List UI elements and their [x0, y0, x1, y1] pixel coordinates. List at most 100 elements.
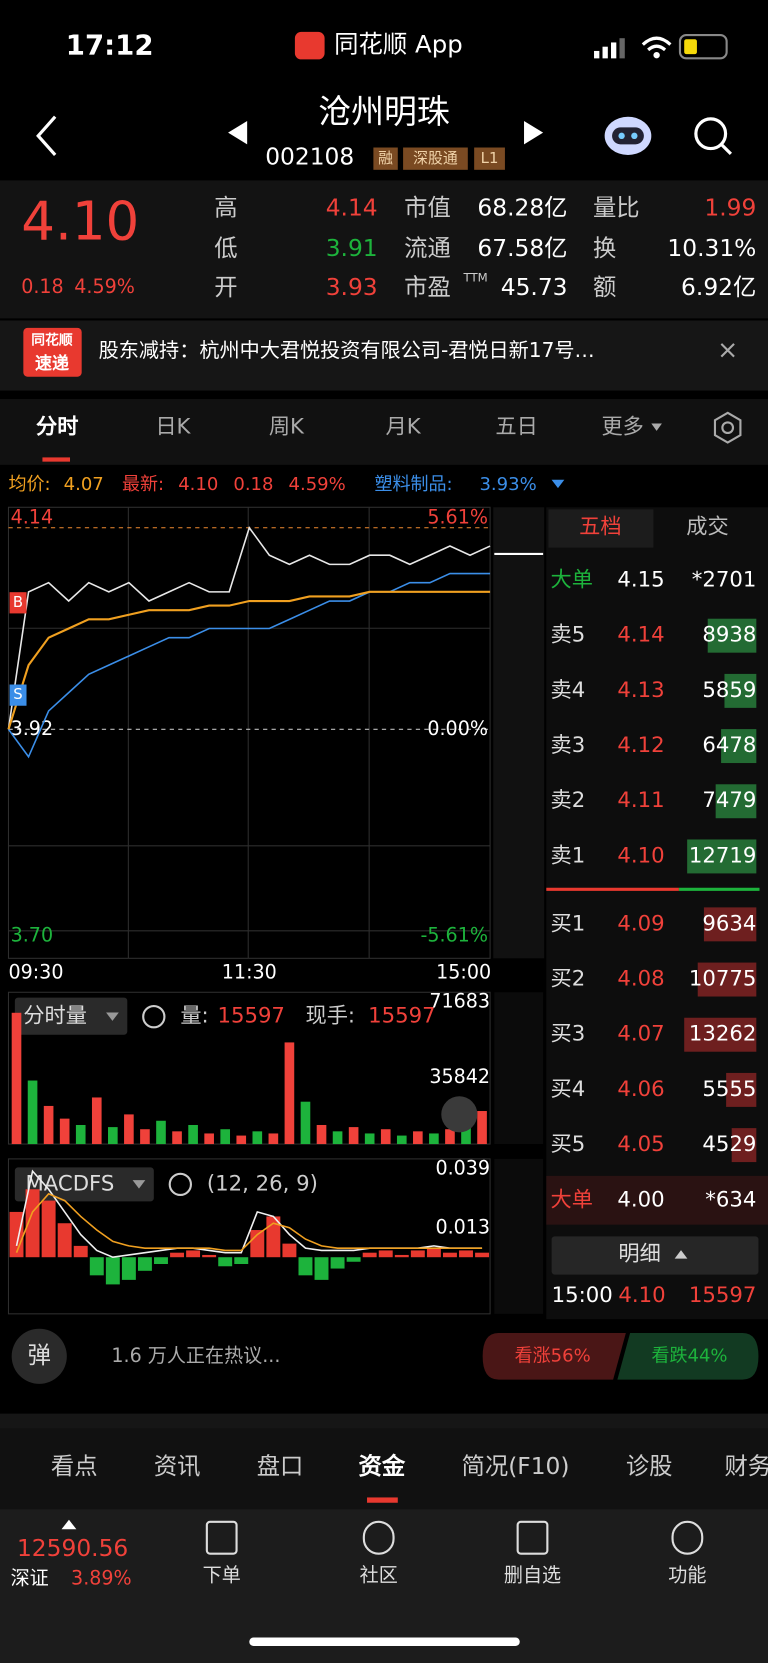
book-price: 4.07	[617, 1022, 664, 1047]
book-price: 4.10	[617, 843, 664, 868]
app-name: 同花顺 App	[334, 30, 463, 59]
macd-bar	[394, 1254, 409, 1258]
vote-down[interactable]: 看跌44%	[651, 1345, 727, 1366]
bottom-tab[interactable]: 资金	[359, 1452, 406, 1480]
robot-icon[interactable]	[604, 116, 652, 155]
macd-bar	[73, 1245, 88, 1258]
macd-bar	[250, 1230, 265, 1258]
footer-button[interactable]: 功能	[668, 1563, 706, 1586]
volume-help[interactable]	[142, 1005, 166, 1029]
expand-button[interactable]	[441, 1096, 478, 1133]
vote-up[interactable]: 看涨56%	[515, 1345, 591, 1366]
macd-bar	[25, 1189, 40, 1258]
stock-tag: L1	[481, 149, 499, 167]
macd-bar	[154, 1257, 168, 1265]
volume-bar	[204, 1133, 214, 1145]
volume-title-box[interactable]	[14, 997, 128, 1035]
volume-dropdown[interactable]	[106, 1012, 119, 1021]
chart-tab[interactable]: 分时	[36, 415, 78, 440]
news-bar[interactable]	[0, 320, 768, 391]
volume-tick-label: 35842	[429, 1065, 490, 1088]
book-qty-bar	[726, 1072, 757, 1107]
detail-box[interactable]	[551, 1236, 759, 1275]
back-button[interactable]	[36, 115, 57, 157]
book-qty-bar	[697, 962, 757, 997]
sector-pct[interactable]: 3.93%	[479, 474, 536, 495]
chart-tab[interactable]: 五日	[495, 415, 537, 440]
detail-label[interactable]: 明细	[618, 1241, 660, 1266]
separator	[0, 1413, 768, 1429]
index-pct[interactable]: 3.89%	[71, 1567, 132, 1590]
bottom-tab[interactable]: 看点	[51, 1452, 98, 1480]
news-close[interactable]	[720, 343, 735, 358]
search-icon[interactable]	[694, 117, 732, 156]
intraday-avg-line	[7, 590, 491, 730]
book-price: 4.14	[617, 623, 664, 648]
footer-icon[interactable]	[362, 1520, 395, 1555]
footer-button[interactable]: 社区	[360, 1563, 398, 1586]
stat-sup: TTM	[463, 271, 488, 285]
detail-arrow[interactable]	[674, 1250, 688, 1259]
index-name[interactable]: 深证	[11, 1567, 49, 1590]
volume-bar	[461, 1124, 471, 1145]
battery-icon	[678, 33, 728, 60]
discuss-text: 1.6 万人正在热议...	[111, 1344, 280, 1367]
chart-tab[interactable]: 周K	[269, 415, 305, 440]
chart-tab[interactable]: 日K	[155, 415, 191, 440]
footer-icon[interactable]	[671, 1520, 704, 1555]
clock: 17:12	[66, 29, 154, 62]
app-icon	[294, 31, 325, 60]
prev-stock[interactable]	[228, 120, 248, 145]
volume-label: 量:	[180, 1004, 208, 1029]
vote-up-button[interactable]	[482, 1332, 626, 1380]
bottom-tab[interactable]: 资讯	[154, 1452, 201, 1480]
macd-bar	[330, 1257, 345, 1269]
sector-label[interactable]: 塑料制品:	[374, 474, 452, 495]
footer-button[interactable]: 下单	[203, 1563, 241, 1586]
book-tab[interactable]: 五档	[579, 514, 621, 539]
book-qty: *634	[705, 1187, 756, 1212]
book-tab-active[interactable]	[548, 509, 654, 548]
more-dropdown[interactable]	[651, 423, 662, 431]
news-text[interactable]: 股东减持：杭州中大君悦投资有限公司-君悦日新17号…	[99, 338, 595, 362]
chart-tab[interactable]: 更多	[601, 415, 643, 440]
macd-dropdown[interactable]	[132, 1180, 146, 1189]
book-qty: 5859	[702, 678, 756, 703]
book-qty: 4529	[702, 1132, 756, 1157]
macd-title-box[interactable]	[14, 1167, 154, 1202]
volume-bar	[316, 1124, 327, 1145]
settings-icon[interactable]	[713, 411, 742, 444]
volume-bar	[59, 1118, 70, 1145]
volume-bar	[477, 1111, 487, 1145]
volume-title[interactable]: 分时量	[23, 1004, 87, 1029]
danmu-button[interactable]	[11, 1328, 67, 1384]
volume-bar	[124, 1114, 134, 1145]
auction-volume	[494, 992, 544, 1145]
macd-bar	[218, 1257, 233, 1267]
vote-down-button[interactable]	[617, 1332, 759, 1380]
stat-value: 67.58亿	[477, 234, 567, 262]
book-tab[interactable]: 成交	[686, 514, 728, 539]
wifi-icon	[641, 36, 672, 52]
footer-icon[interactable]	[205, 1520, 238, 1555]
macd-help[interactable]	[168, 1172, 192, 1197]
hand-label: 现手:	[306, 1004, 356, 1029]
bottom-tab[interactable]: 财务	[725, 1452, 768, 1480]
footer-icon[interactable]	[516, 1520, 549, 1555]
index-value[interactable]: 12590.56	[17, 1534, 128, 1562]
macd-bar	[105, 1257, 120, 1285]
book-label: 卖1	[551, 843, 586, 868]
danmu-icon[interactable]: 弹	[28, 1341, 51, 1369]
next-stock[interactable]	[524, 120, 544, 145]
bottom-tab[interactable]: 盘口	[257, 1452, 304, 1480]
macd-title[interactable]: MACDFS	[25, 1171, 114, 1196]
macd-bar	[57, 1223, 72, 1258]
footer-button[interactable]: 删自选	[504, 1563, 561, 1586]
stock-tag-bg	[373, 147, 398, 170]
chart-tab[interactable]: 月K	[386, 415, 422, 440]
book-qty: 10775	[689, 967, 757, 992]
book-label: 卖4	[551, 678, 586, 703]
sector-dropdown[interactable]	[551, 479, 565, 489]
bottom-tab[interactable]: 诊股	[626, 1452, 673, 1480]
bottom-tab[interactable]: 简况(F10)	[462, 1452, 570, 1480]
